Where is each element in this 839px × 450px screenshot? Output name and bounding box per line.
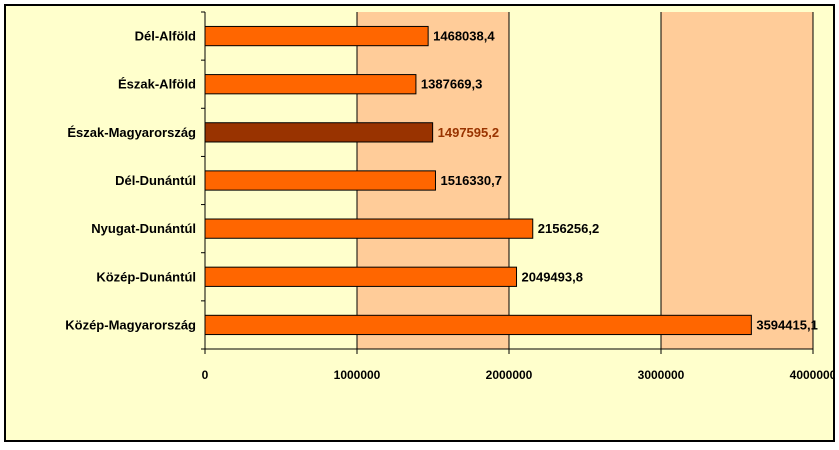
bar[interactable] xyxy=(204,25,429,47)
bar[interactable] xyxy=(204,74,417,95)
data-label: 3594415,1 xyxy=(756,317,817,332)
data-label: 1497595,2 xyxy=(438,125,499,140)
data-label: 2156256,2 xyxy=(538,221,599,236)
x-tick-label: 2000000 xyxy=(486,368,533,382)
data-label: 1387669,3 xyxy=(421,77,482,92)
bar[interactable] xyxy=(204,122,434,143)
category-label: Dél-Alföld xyxy=(135,29,196,44)
chart-frame: Dél-Alföld 1468038,4 Észak-Alföld 1387669,3… xyxy=(4,4,835,442)
plot-background-band xyxy=(661,12,813,349)
data-label: 1516330,7 xyxy=(440,173,501,188)
bar[interactable] xyxy=(204,314,752,336)
bar[interactable] xyxy=(204,266,518,287)
x-tick-label: 0 xyxy=(202,368,209,382)
bar[interactable] xyxy=(204,218,534,239)
category-label: Dél-Dunántúl xyxy=(115,173,196,188)
bar-chart: Dél-Alföld 1468038,4 Észak-Alföld 1387669,3… xyxy=(65,11,835,382)
plot-background-band xyxy=(509,12,661,349)
category-label: Közép-Dunántúl xyxy=(96,269,196,284)
category-label: Észak-Alföld xyxy=(118,77,196,92)
data-label: 2049493,8 xyxy=(522,269,583,284)
bar[interactable] xyxy=(204,170,436,191)
x-tick-label: 4000000 xyxy=(790,368,835,382)
x-tick-label: 1000000 xyxy=(334,368,381,382)
category-label: Közép-Magyarország xyxy=(65,317,196,332)
x-tick-label: 3000000 xyxy=(638,368,685,382)
data-label: 1468038,4 xyxy=(433,29,495,44)
category-label: Észak-Magyarország xyxy=(67,125,196,140)
category-label: Nyugat-Dunántúl xyxy=(91,221,196,236)
